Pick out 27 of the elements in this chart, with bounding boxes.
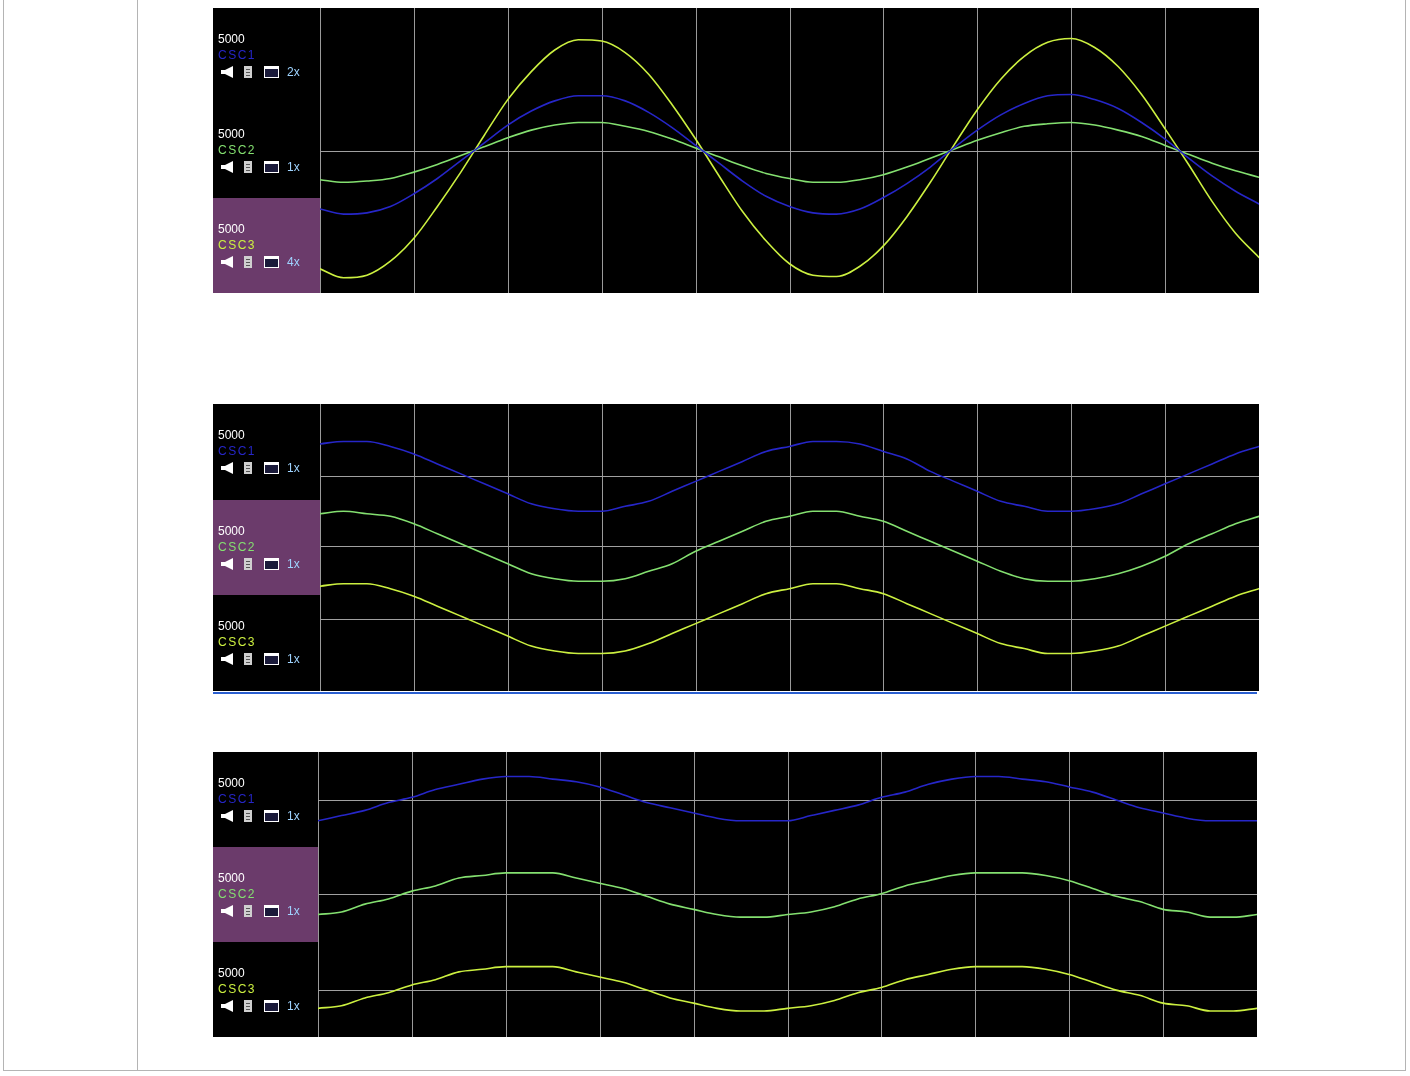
text: 5000 bbox=[218, 870, 246, 886]
text: CSC2 bbox=[218, 538, 257, 555]
text: CSC1 bbox=[218, 47, 257, 63]
text: 1x bbox=[287, 809, 300, 823]
text: 5000 bbox=[218, 618, 246, 635]
text: CSC2 bbox=[218, 142, 257, 158]
text: CSC2 bbox=[218, 886, 257, 902]
text: 4x bbox=[287, 255, 300, 269]
text: 5000 bbox=[218, 221, 246, 237]
text: 1x bbox=[287, 160, 300, 174]
text: 1x bbox=[287, 556, 300, 571]
text: 5000 bbox=[218, 31, 246, 47]
text: 1x bbox=[287, 904, 300, 918]
text: 1x bbox=[287, 652, 300, 667]
text: 1x bbox=[287, 461, 300, 475]
text: 5000 bbox=[218, 427, 246, 443]
text: 2x bbox=[287, 65, 300, 79]
text: CSC3 bbox=[218, 981, 257, 997]
text: 5000 bbox=[218, 775, 246, 791]
text: 1x bbox=[287, 999, 300, 1013]
text: CSC3 bbox=[218, 634, 257, 651]
text: CSC1 bbox=[218, 443, 257, 459]
text: 5000 bbox=[218, 522, 246, 539]
text: CSC1 bbox=[218, 791, 257, 807]
text: CSC3 bbox=[218, 237, 257, 253]
text: 5000 bbox=[218, 126, 246, 142]
text: 5000 bbox=[218, 965, 246, 981]
